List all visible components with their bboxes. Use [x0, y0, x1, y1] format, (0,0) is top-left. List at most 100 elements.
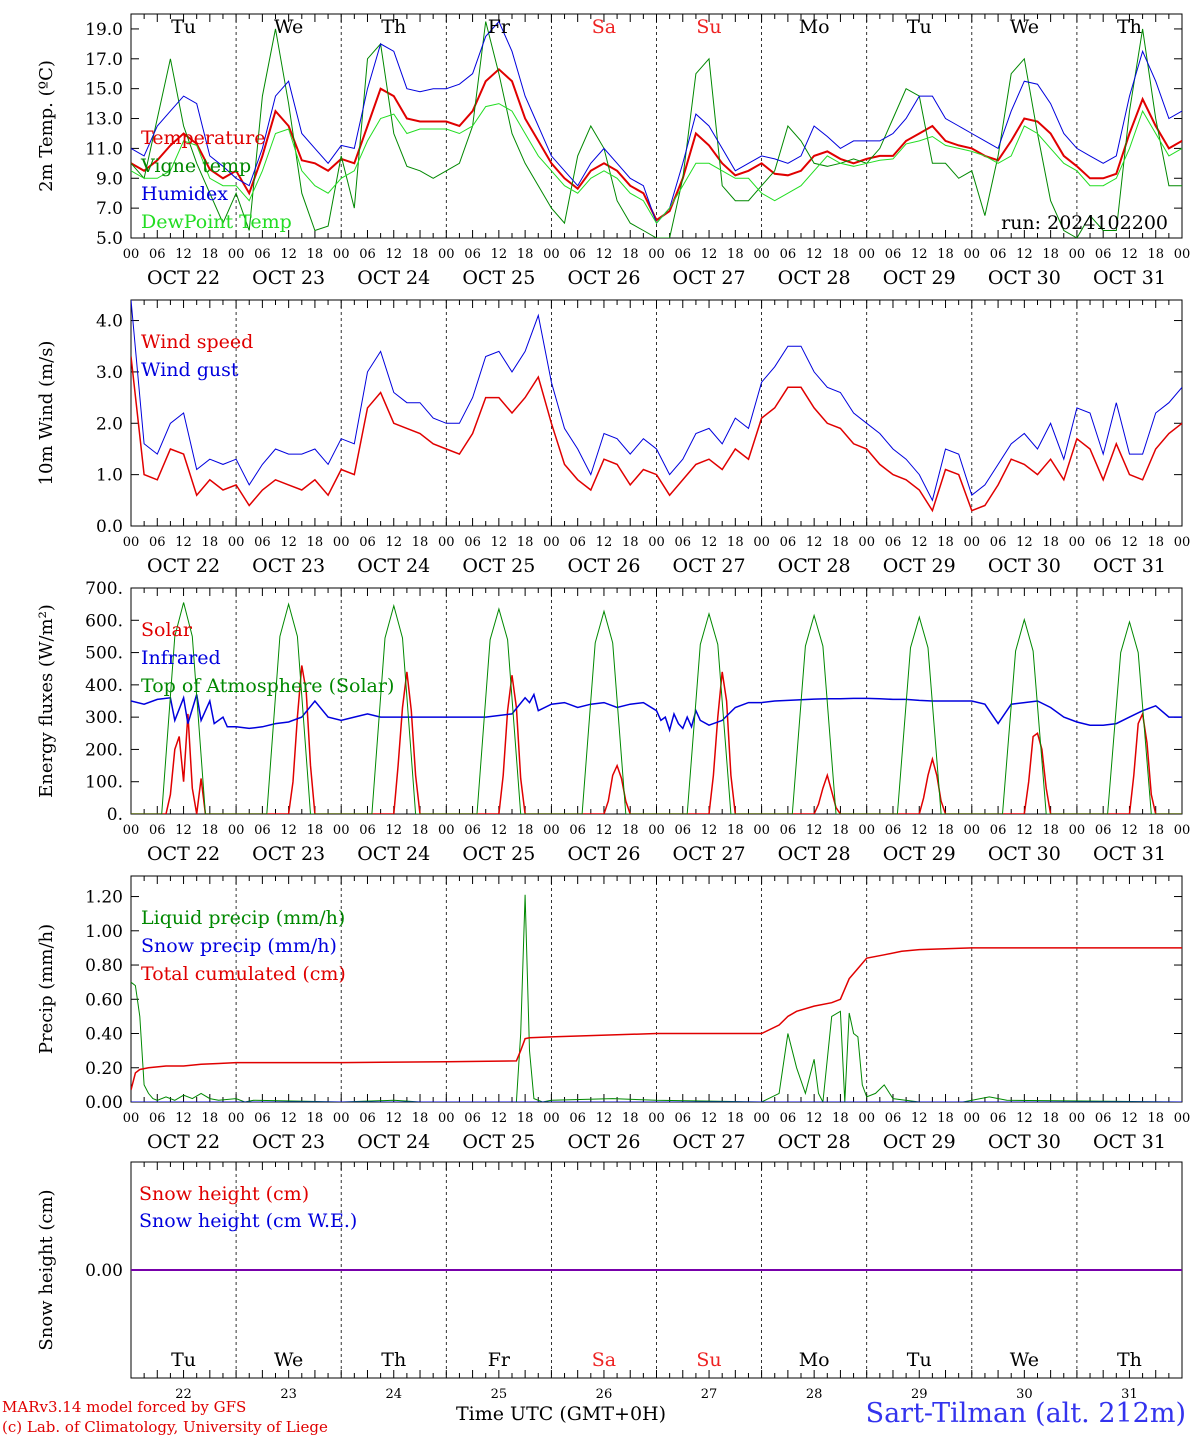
precip-y-tick-label: 0.80 [85, 956, 123, 976]
precip-y-tick-label: 1.00 [85, 922, 123, 942]
energy-hour-tick-label: 00 [438, 823, 455, 838]
wind-hour-tick-label: 12 [596, 535, 613, 550]
energy-hour-tick-label: 06 [254, 823, 271, 838]
precip-hour-tick-label: 18 [832, 1111, 849, 1126]
x-axis-label: Time UTC (GMT+0H) [456, 1403, 667, 1425]
temp-y-tick-label: 11.0 [85, 139, 123, 159]
energy-hour-tick-label: 06 [1095, 823, 1112, 838]
wind-hour-tick-label: 00 [964, 535, 981, 550]
precip-hour-tick-label: 00 [543, 1111, 560, 1126]
precip-hour-tick-label: 12 [1016, 1111, 1033, 1126]
precip-hour-tick-label: 18 [937, 1111, 954, 1126]
day-number-label: 31 [1121, 1387, 1138, 1402]
precip-hour-tick-label: 00 [858, 1111, 875, 1126]
wind-legend-entry: Wind speed [141, 331, 253, 353]
temp-hour-tick-label: 00 [438, 247, 455, 262]
energy-y-tick-label: 500. [85, 644, 123, 664]
precip-legend-entry: Snow precip (mm/h) [141, 935, 337, 957]
temp-hour-tick-label: 12 [491, 247, 508, 262]
wind-date-label: OCT 22 [147, 555, 220, 577]
temp-y-tick-label: 5.0 [96, 229, 123, 249]
energy-hour-tick-label: 00 [123, 823, 140, 838]
day-label-top: Mo [799, 16, 830, 38]
energy-date-label: OCT 27 [673, 843, 746, 865]
temp-series-temperature [131, 67, 1182, 222]
precip-hour-tick-label: 00 [333, 1111, 350, 1126]
energy-hour-tick-label: 06 [149, 823, 166, 838]
energy-hour-tick-label: 18 [622, 823, 639, 838]
temp-legend-entry: DewPoint Temp [141, 211, 292, 233]
energy-hour-tick-label: 18 [307, 823, 324, 838]
temp-date-label: OCT 30 [988, 267, 1061, 289]
wind-hour-tick-label: 06 [149, 535, 166, 550]
precip-hour-tick-label: 00 [1069, 1111, 1086, 1126]
temp-y-tick-label: 7.0 [96, 199, 123, 219]
wind-hour-tick-label: 06 [359, 535, 376, 550]
day-number-label: 27 [701, 1387, 718, 1402]
precip-hour-tick-label: 18 [622, 1111, 639, 1126]
energy-hour-tick-label: 00 [648, 823, 665, 838]
energy-y-tick-label: 200. [85, 740, 123, 760]
temp-hour-tick-label: 06 [780, 247, 797, 262]
temp-hour-tick-label: 12 [1016, 247, 1033, 262]
precip-hour-tick-label: 00 [753, 1111, 770, 1126]
precip-hour-tick-label: 06 [990, 1111, 1007, 1126]
precip-date-label: OCT 28 [778, 1131, 851, 1153]
energy-hour-tick-label: 12 [911, 823, 928, 838]
day-label-top: Th [381, 16, 406, 38]
temp-y-axis-label: 2m Temp. (ºC) [36, 60, 57, 192]
temp-hour-tick-label: 06 [254, 247, 271, 262]
energy-hour-tick-label: 00 [543, 823, 560, 838]
energy-hour-tick-label: 00 [753, 823, 770, 838]
wind-hour-tick-label: 18 [727, 535, 744, 550]
precip-hour-tick-label: 12 [385, 1111, 402, 1126]
wind-hour-tick-label: 18 [1147, 535, 1164, 550]
energy-hour-tick-label: 12 [280, 823, 297, 838]
wind-y-tick-label: 4.0 [96, 312, 123, 332]
precip-hour-tick-label: 06 [1095, 1111, 1112, 1126]
wind-hour-tick-label: 00 [543, 535, 560, 550]
precip-legend-entry: Total cumulated (cm) [141, 963, 346, 985]
wind-date-label: OCT 24 [357, 555, 430, 577]
wind-date-label: OCT 29 [883, 555, 956, 577]
wind-hour-tick-label: 12 [175, 535, 192, 550]
wind-panel [130, 299, 1183, 527]
wind-hour-tick-label: 06 [1095, 535, 1112, 550]
precip-hour-tick-label: 12 [175, 1111, 192, 1126]
credit-line-1: MARv3.14 model forced by GFS [2, 1398, 247, 1416]
day-label-top: We [274, 16, 303, 38]
day-number-label: 24 [385, 1387, 402, 1402]
wind-y-tick-label: 2.0 [96, 414, 123, 434]
day-label-top: We [1010, 16, 1039, 38]
precip-hour-tick-label: 18 [1147, 1111, 1164, 1126]
wind-hour-tick-label: 18 [832, 535, 849, 550]
energy-y-tick-label: 400. [85, 676, 123, 696]
energy-y-tick-label: 700. [85, 579, 123, 599]
day-number-label: 30 [1016, 1387, 1033, 1402]
wind-hour-tick-label: 00 [753, 535, 770, 550]
day-label-top: Fr [488, 16, 511, 38]
snow-legend-entry: Snow height (cm) [139, 1183, 309, 1205]
precip-panel [130, 875, 1183, 1103]
temp-hour-tick-label: 00 [1174, 247, 1191, 262]
temp-hour-tick-label: 00 [543, 247, 560, 262]
wind-hour-tick-label: 12 [806, 535, 823, 550]
energy-legend-entry: Solar [141, 619, 193, 641]
energy-date-label: OCT 23 [252, 843, 325, 865]
temp-y-tick-label: 19.0 [85, 20, 123, 40]
wind-y-tick-label: 1.0 [96, 466, 123, 486]
wind-hour-tick-label: 12 [385, 535, 402, 550]
wind-legend-entry: Wind gust [141, 359, 239, 381]
energy-hour-tick-label: 12 [701, 823, 718, 838]
energy-hour-tick-label: 00 [228, 823, 245, 838]
energy-hour-tick-label: 06 [990, 823, 1007, 838]
energy-series-top-of-atmosphere-solar- [131, 602, 1182, 814]
wind-hour-tick-label: 06 [254, 535, 271, 550]
wind-date-label: OCT 26 [567, 555, 640, 577]
wind-hour-tick-label: 18 [937, 535, 954, 550]
temp-hour-tick-label: 18 [727, 247, 744, 262]
energy-series-solar [131, 665, 1182, 814]
precip-y-tick-label: 0.60 [85, 990, 123, 1010]
wind-series-wind-speed [131, 356, 1182, 513]
precip-hour-tick-label: 06 [359, 1111, 376, 1126]
